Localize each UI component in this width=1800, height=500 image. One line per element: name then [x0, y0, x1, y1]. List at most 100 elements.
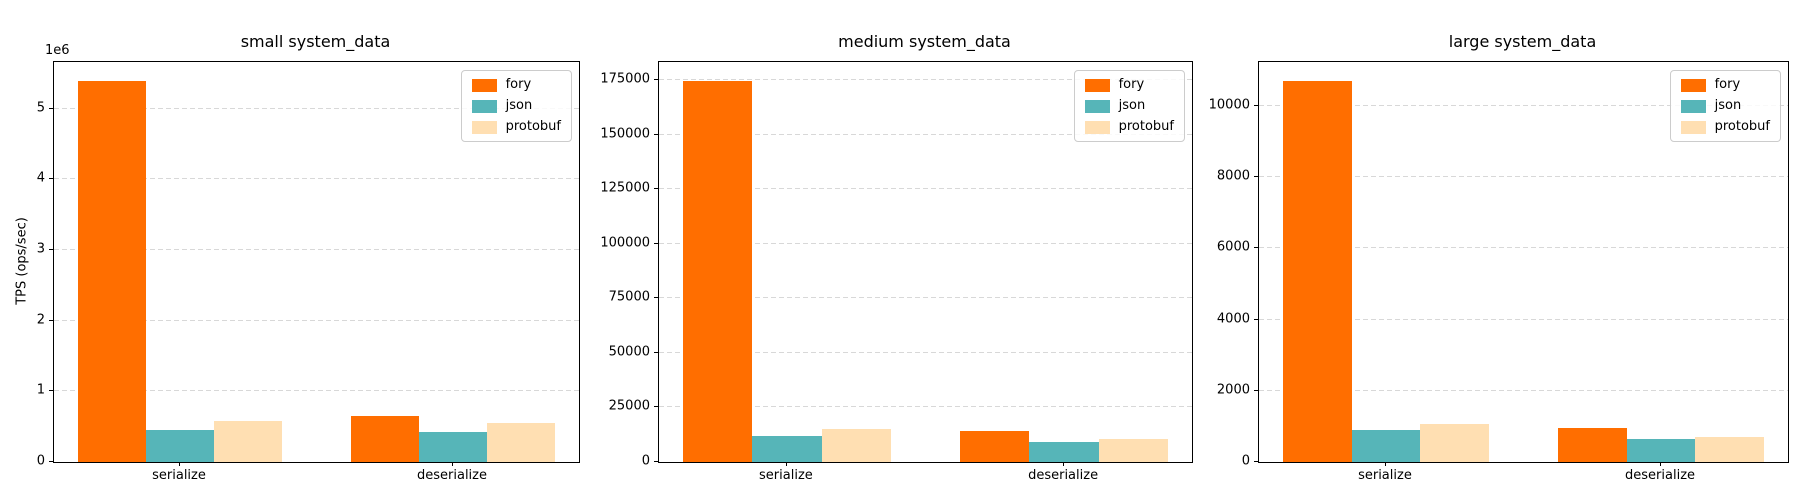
legend-item: json	[1084, 98, 1174, 113]
y-tick-mark	[1254, 318, 1258, 320]
y-tick-label: 1	[36, 382, 45, 398]
legend-label: fory	[1118, 77, 1145, 92]
plot-area: fory json protobuf	[53, 61, 580, 463]
y-tick-label: 6000	[1216, 239, 1250, 255]
x-tick-label: serialize	[1358, 468, 1412, 483]
legend-item: protobuf	[1680, 120, 1770, 134]
legend-swatch-fory	[471, 78, 497, 92]
x-tick-mark	[785, 462, 787, 466]
y-tick-mark	[654, 406, 658, 408]
bar-fory-serialize	[682, 81, 753, 462]
gridline	[54, 178, 579, 180]
y-tick-label: 50000	[608, 344, 650, 360]
legend-label: protobuf	[1118, 119, 1174, 134]
y-tick-label: 2	[36, 312, 45, 328]
x-tick-label: serialize	[759, 468, 813, 483]
x-tick-mark	[179, 462, 180, 466]
bar-json-serialize	[145, 429, 215, 462]
chart-title: medium system_data	[838, 32, 1011, 51]
x-tick-mark	[1063, 462, 1065, 466]
gridline	[1259, 318, 1788, 320]
y-tick-label: 0	[36, 453, 45, 469]
x-tick-mark	[452, 462, 453, 466]
y-tick-mark	[1254, 389, 1258, 391]
plot-area: fory json protobuf	[658, 61, 1193, 463]
y-tick-mark	[654, 351, 658, 353]
y-tick-label: 175000	[600, 71, 650, 87]
y-tick-mark	[49, 319, 53, 321]
x-tick-label: deserialize	[1625, 468, 1696, 483]
x-tick-mark	[1660, 462, 1662, 466]
y-tick-label: 2000	[1216, 382, 1250, 398]
legend-swatch-fory	[1680, 78, 1706, 92]
y-tick-mark	[49, 248, 53, 250]
gridline	[659, 406, 1192, 408]
gridline	[1259, 176, 1788, 178]
legend-label: fory	[1714, 77, 1741, 92]
y-tick-label: 5	[36, 100, 45, 116]
bar-protobuf-serialize	[214, 421, 283, 462]
gridline	[1259, 104, 1788, 106]
y-tick-label: 10000	[1208, 97, 1250, 113]
legend-swatch-json	[471, 99, 497, 113]
y-tick-label: 25000	[608, 398, 650, 414]
bar-json-deserialize	[1626, 439, 1696, 462]
legend: fory json protobuf	[460, 70, 572, 142]
legend-item: json	[1680, 98, 1770, 113]
y-tick-label: 75000	[608, 289, 650, 305]
legend: fory json protobuf	[1073, 70, 1185, 142]
axis-offset-text: 1e6	[45, 43, 70, 58]
legend-label: protobuf	[505, 119, 561, 134]
legend-swatch-protobuf	[471, 120, 497, 134]
bar-json-serialize	[752, 436, 822, 462]
legend-label: fory	[505, 77, 532, 92]
legend-label: json	[1118, 98, 1146, 113]
gridline	[54, 319, 579, 321]
x-tick-label: deserialize	[417, 468, 487, 483]
bar-protobuf-serialize	[821, 429, 891, 462]
y-tick-label: 4	[36, 170, 45, 186]
gridline	[54, 107, 579, 109]
gridline	[659, 133, 1192, 135]
y-tick-mark	[654, 78, 658, 80]
chart-title: small system_data	[240, 32, 391, 51]
legend-item: json	[471, 98, 561, 113]
legend-item: fory	[1084, 77, 1174, 92]
gridline	[1259, 389, 1788, 391]
legend: fory json protobuf	[1669, 70, 1781, 142]
bar-fory-serialize	[1282, 81, 1352, 462]
legend-item: fory	[1680, 77, 1770, 92]
gridline	[659, 188, 1192, 190]
y-tick-mark	[49, 178, 53, 180]
legend-swatch-protobuf	[1084, 120, 1110, 134]
x-tick-mark	[1384, 462, 1386, 466]
bar-protobuf-deserialize	[487, 423, 556, 462]
y-tick-mark	[1254, 247, 1258, 249]
legend-item: protobuf	[471, 119, 561, 134]
legend-label: json	[1714, 98, 1742, 113]
plot-area: fory json protobuf	[1258, 61, 1789, 463]
y-tick-mark	[654, 242, 658, 244]
x-tick-label: serialize	[152, 468, 206, 483]
y-tick-mark	[654, 133, 658, 135]
bar-fory-deserialize	[960, 431, 1030, 462]
gridline	[659, 351, 1192, 353]
gridline	[659, 297, 1192, 299]
legend-label: json	[505, 98, 533, 113]
y-tick-label: 0	[641, 453, 650, 469]
bar-json-deserialize	[1029, 441, 1099, 462]
legend-swatch-json	[1084, 99, 1110, 113]
y-tick-label: 3	[36, 241, 45, 257]
y-tick-mark	[654, 461, 658, 462]
gridline	[659, 242, 1192, 244]
legend-swatch-fory	[1084, 78, 1110, 92]
y-tick-label: 8000	[1216, 168, 1250, 184]
y-tick-label: 150000	[600, 126, 650, 142]
legend-item: protobuf	[1084, 119, 1174, 134]
y-tick-mark	[654, 188, 658, 190]
bar-protobuf-deserialize	[1098, 438, 1168, 462]
